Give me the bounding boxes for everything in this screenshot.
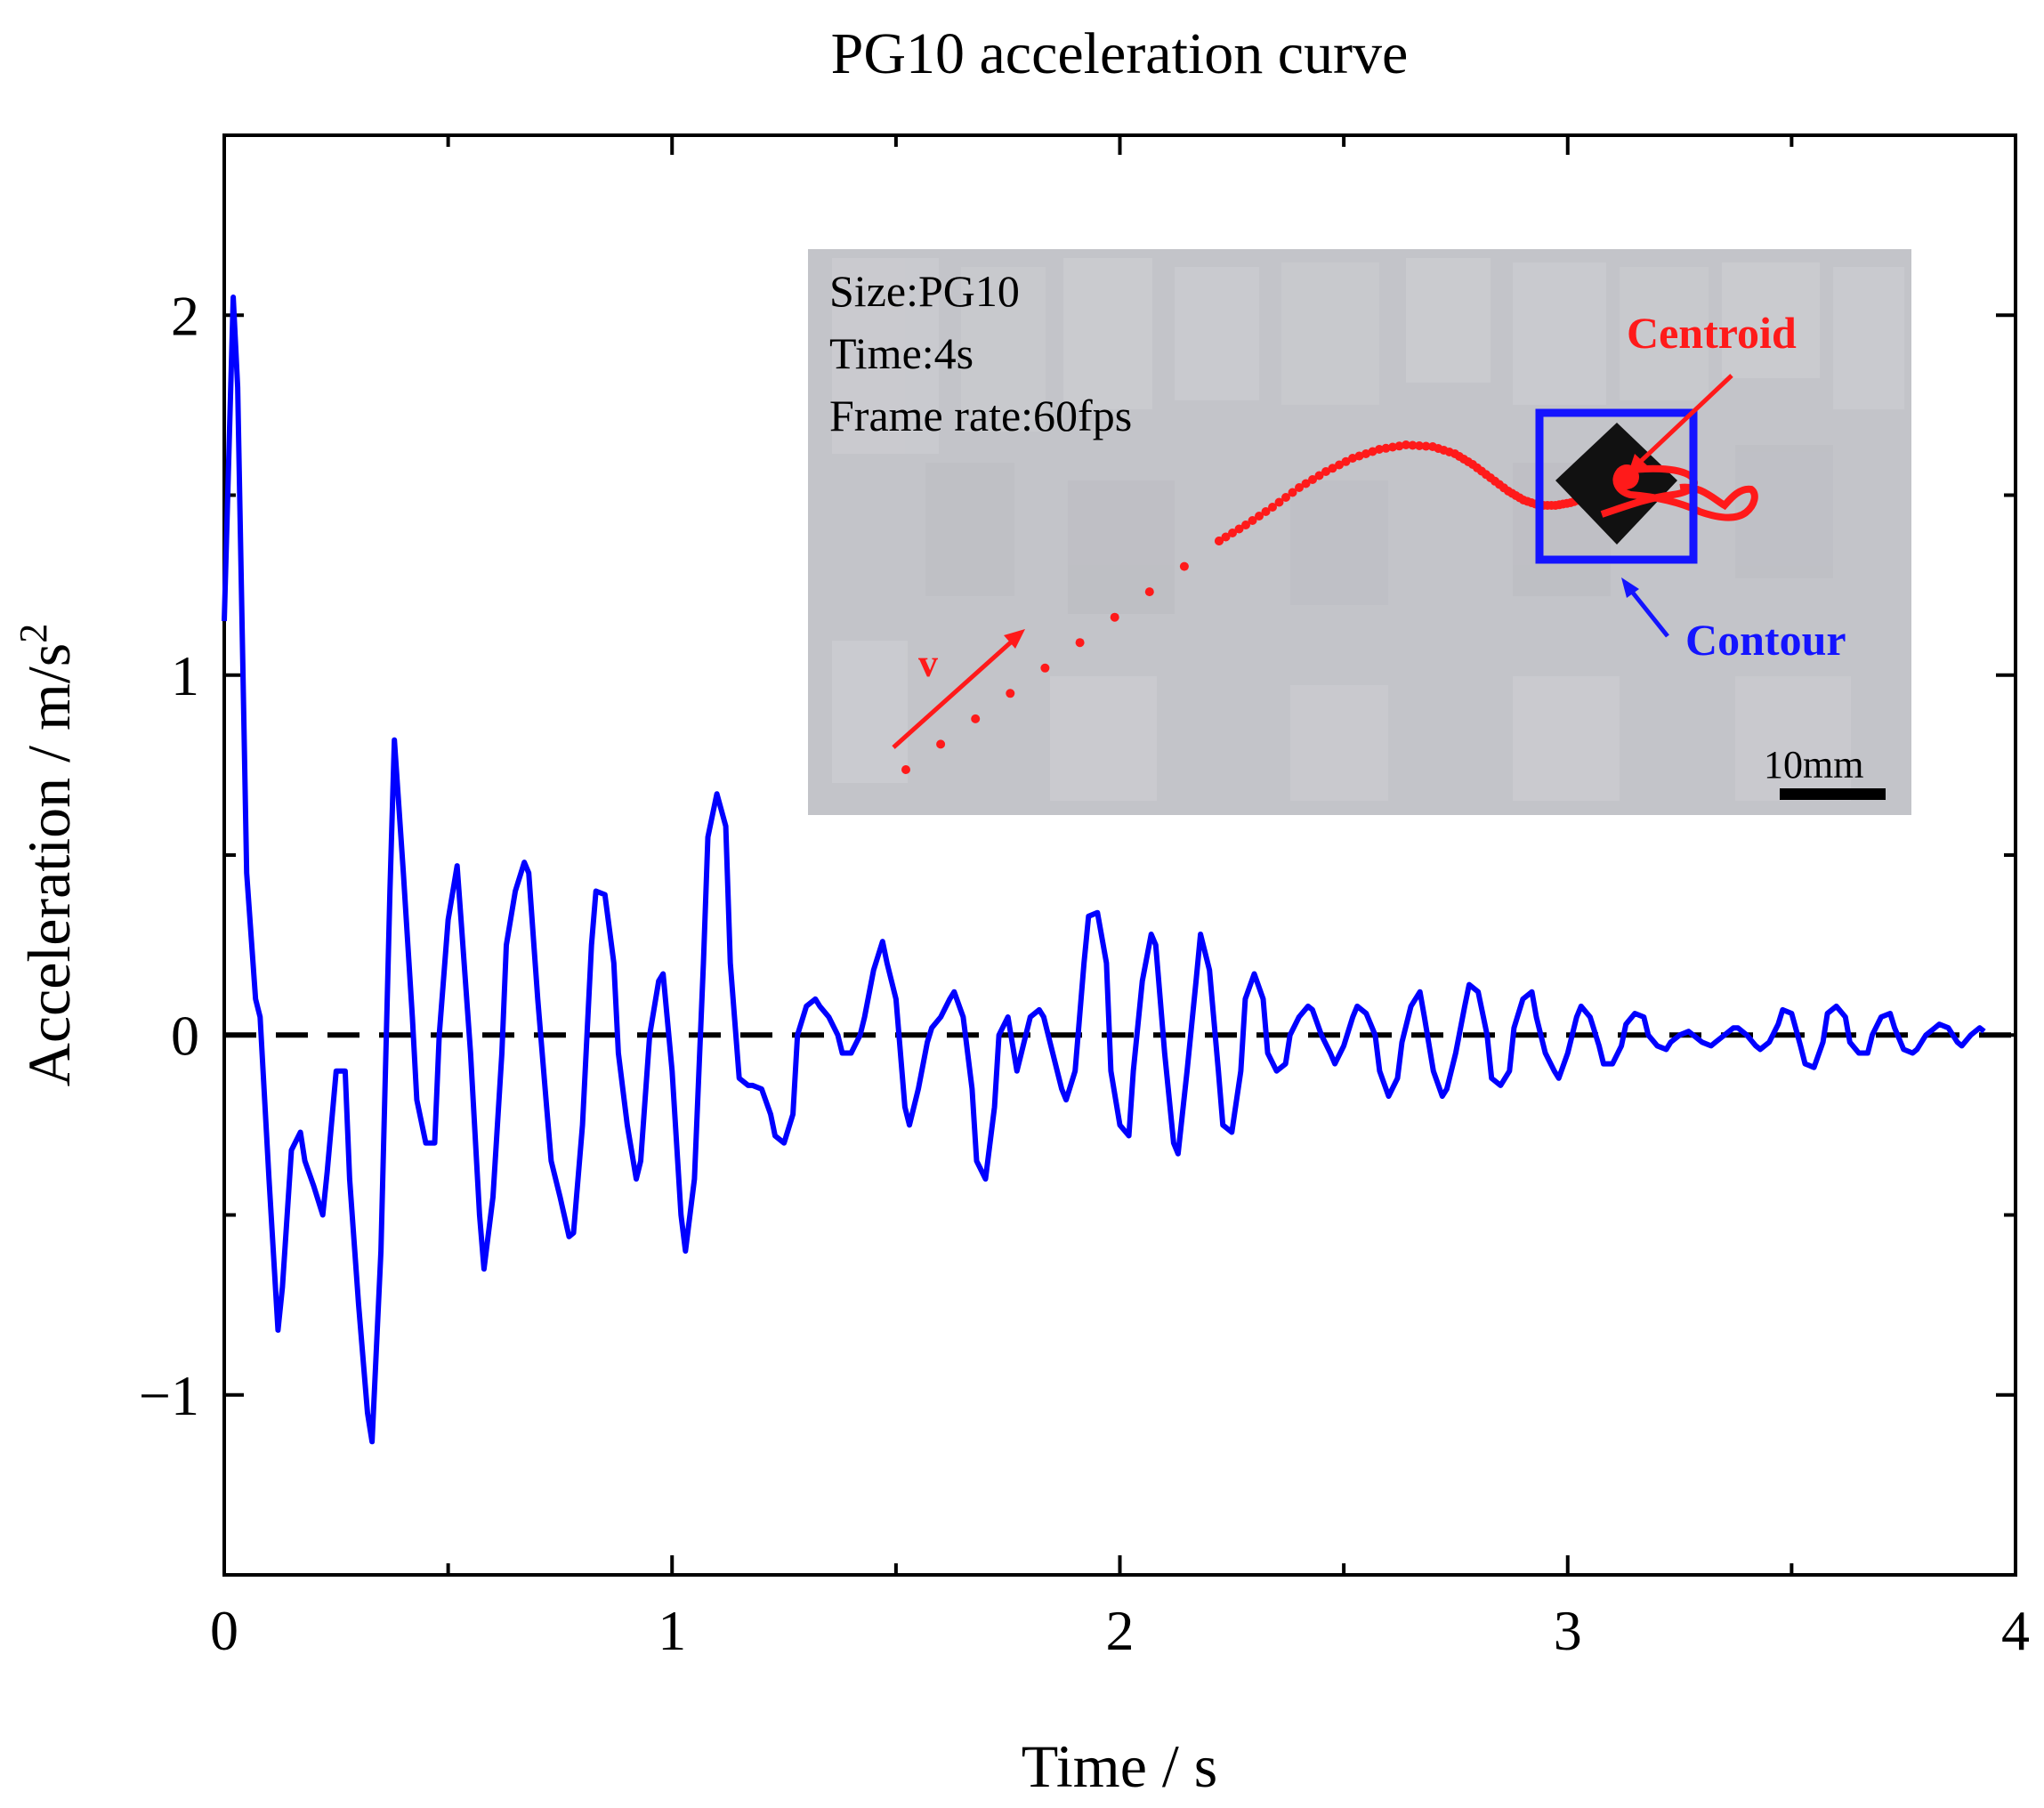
trajectory-dot	[1295, 483, 1304, 492]
trajectory-dot	[1144, 587, 1154, 597]
x-tick-label: 2	[1106, 1599, 1135, 1662]
trajectory-dot	[1221, 532, 1231, 542]
contour-arrow	[1627, 585, 1669, 638]
trajectory-dot	[971, 714, 981, 723]
trajectory-dot	[1248, 516, 1257, 525]
chart-title: PG10 acceleration curve	[831, 21, 1409, 86]
trajectory-dot	[1408, 440, 1418, 450]
centroid-trajectory	[901, 440, 1586, 774]
trajectory-dot	[1341, 456, 1351, 466]
trajectory-dot	[1268, 503, 1277, 512]
trajectory-dot	[1234, 524, 1244, 534]
trajectory-dot	[1381, 443, 1391, 453]
contour-arrow-head	[1621, 577, 1639, 598]
acceleration-series-line	[222, 295, 1986, 1445]
y-tick-label: −1	[139, 1364, 199, 1427]
trajectory-dot	[1110, 612, 1119, 622]
centroid-arrow-head	[1628, 454, 1648, 472]
trajectory-dot	[1228, 529, 1237, 537]
trajectory-dot	[1006, 689, 1015, 698]
trajectory-dot	[1288, 488, 1297, 497]
trajectory-dot	[1308, 475, 1317, 484]
centroid-label: Centroid	[1627, 308, 1797, 358]
inset-framerate-text: Frame rate:60fps	[829, 391, 1132, 440]
x-tick-label: 0	[210, 1599, 238, 1662]
y-axis-label-superscript: 2	[12, 624, 55, 643]
x-axis-label: Time / s	[1022, 1732, 1217, 1800]
y-tick-label: 2	[171, 284, 199, 347]
trajectory-dot	[1281, 493, 1290, 502]
scale-bar	[1780, 788, 1886, 800]
scale-bar-label: 10mm	[1764, 743, 1863, 787]
x-tick-label: 1	[658, 1599, 686, 1662]
y-axis-label-main: Acceleration / m/s	[15, 643, 83, 1086]
trajectory-dot	[1274, 497, 1284, 507]
trajectory-dot	[1179, 561, 1189, 571]
trajectory-dot	[1040, 663, 1050, 673]
trajectory-dot	[1314, 471, 1324, 480]
inset-photo: Size:PG10 Time:4s Frame rate:60fps Centr…	[808, 249, 1911, 815]
contour-label: Contour	[1685, 615, 1846, 665]
y-tick-label: 1	[171, 644, 199, 707]
trajectory-dot	[1421, 441, 1431, 451]
centroid-cluster	[1600, 464, 1758, 521]
trajectory-dot	[1388, 442, 1397, 452]
trajectory-dot	[936, 739, 946, 749]
centroid-arrow	[1636, 374, 1733, 466]
trajectory-dot	[1241, 521, 1250, 529]
trajectory-dot	[1375, 445, 1384, 454]
trajectory-dot	[1261, 507, 1271, 516]
trajectory-dot	[1215, 537, 1224, 545]
velocity-arrow-head	[1004, 629, 1025, 649]
trajectory-dot	[901, 765, 910, 774]
trajectory-dot	[1402, 440, 1410, 449]
x-tick-label: 4	[2001, 1599, 2030, 1662]
trajectory-dot	[1335, 460, 1344, 470]
y-tick-label: 0	[171, 1004, 199, 1067]
velocity-arrow	[892, 639, 1014, 749]
trajectory-dot	[1415, 441, 1424, 450]
y-axis-label: Acceleration / m/s2	[12, 624, 83, 1086]
trajectory-dot	[1328, 464, 1337, 473]
inset-size-text: Size:PG10	[829, 266, 1020, 316]
trajectory-dot	[1394, 441, 1404, 451]
contour-box	[1535, 408, 1698, 564]
velocity-label: v	[918, 642, 938, 685]
trajectory-dot	[1075, 638, 1085, 648]
trajectory-dot	[1255, 512, 1264, 521]
inset-time-text: Time:4s	[829, 328, 974, 378]
x-tick-label: 3	[1554, 1599, 1582, 1662]
trajectory-dot	[1301, 479, 1311, 488]
trajectory-dot	[1321, 467, 1330, 476]
